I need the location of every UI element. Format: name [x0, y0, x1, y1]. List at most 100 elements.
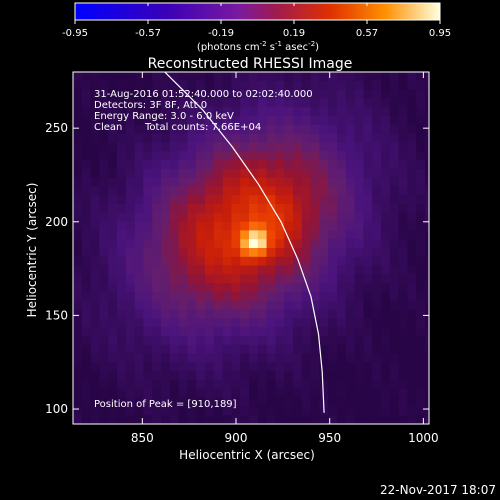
heatmap-pixel	[275, 344, 285, 354]
heatmap-pixel	[266, 415, 276, 424]
heatmap-pixel	[363, 344, 373, 354]
heatmap-pixel	[99, 204, 109, 214]
heatmap-pixel	[231, 160, 241, 170]
heatmap-pixel	[134, 107, 144, 117]
heatmap-pixel	[381, 300, 391, 310]
heatmap-pixel	[205, 221, 215, 231]
heatmap-pixel	[99, 274, 109, 284]
heatmap-pixel	[73, 397, 83, 407]
heatmap-pixel	[328, 292, 338, 302]
heatmap-pixel	[319, 168, 329, 178]
heatmap-pixel	[134, 248, 144, 258]
heatmap-pixel	[416, 98, 426, 108]
heatmap-pixel	[301, 124, 311, 134]
heatmap-pixel	[143, 274, 153, 284]
heatmap-pixel	[293, 107, 303, 117]
heatmap-pixel	[90, 204, 100, 214]
heatmap-pixel	[187, 168, 197, 178]
heatmap-pixel	[196, 362, 206, 372]
heatmap-pixel	[178, 274, 188, 284]
heatmap-pixel	[284, 248, 294, 258]
heatmap-pixel	[169, 248, 179, 258]
heatmap-pixel	[99, 397, 109, 407]
heatmap-pixel	[134, 239, 144, 249]
heatmap-pixel	[266, 371, 276, 381]
heatmap-pixel	[328, 283, 338, 293]
heatmap-pixel	[222, 380, 232, 390]
heatmap-pixel	[425, 80, 429, 90]
heatmap-pixel	[257, 327, 267, 337]
heatmap-pixel	[381, 72, 391, 82]
heatmap-pixel	[354, 160, 364, 170]
heatmap-pixel	[372, 397, 382, 407]
heatmap-pixel	[337, 388, 347, 398]
heatmap-pixel	[222, 362, 232, 372]
heatmap-pixel	[301, 204, 311, 214]
x-axis-label: Heliocentric X (arcsec)	[179, 448, 315, 462]
heatmap-pixel	[249, 124, 259, 134]
heatmap-pixel	[187, 283, 197, 293]
heatmap-pixel	[125, 300, 135, 310]
heatmap-pixel	[161, 133, 171, 143]
heatmap-pixel	[108, 274, 118, 284]
heatmap-pixel	[284, 380, 294, 390]
heatmap-pixel	[222, 248, 232, 258]
heatmap-pixel	[117, 327, 127, 337]
heatmap-pixel	[73, 309, 83, 319]
heatmap-pixel	[249, 133, 259, 143]
heatmap-pixel	[310, 133, 320, 143]
heatmap-pixel	[73, 274, 83, 284]
heatmap-pixel	[81, 406, 91, 416]
heatmap-pixel	[266, 107, 276, 117]
heatmap-pixel	[81, 80, 91, 90]
heatmap-pixel	[249, 327, 259, 337]
heatmap-pixel	[143, 415, 153, 424]
heatmap-pixel	[337, 283, 347, 293]
heatmap-pixel	[363, 107, 373, 117]
heatmap-pixel	[81, 204, 91, 214]
heatmap-pixel	[169, 142, 179, 152]
heatmap-pixel	[398, 265, 408, 275]
heatmap-pixel	[328, 151, 338, 161]
heatmap-pixel	[310, 300, 320, 310]
heatmap-pixel	[372, 80, 382, 90]
heatmap-pixel	[169, 362, 179, 372]
heatmap-pixel	[381, 80, 391, 90]
heatmap-pixel	[143, 230, 153, 240]
heatmap-pixel	[152, 72, 162, 82]
heatmap-pixel	[205, 415, 215, 424]
heatmap-pixel	[161, 309, 171, 319]
heatmap-pixel	[134, 274, 144, 284]
heatmap-pixel	[275, 72, 285, 82]
heatmap-pixel	[125, 151, 135, 161]
heatmap-pixel	[363, 72, 373, 82]
heatmap-pixel	[249, 353, 259, 363]
heatmap-pixel	[249, 371, 259, 381]
heatmap-pixel	[108, 336, 118, 346]
heatmap-pixel	[257, 212, 267, 222]
heatmap-pixel	[284, 212, 294, 222]
heatmap-pixel	[337, 212, 347, 222]
heatmap-pixel	[240, 221, 250, 231]
heatmap-pixel	[328, 89, 338, 99]
heatmap-pixel	[90, 239, 100, 249]
heatmap-pixel	[293, 142, 303, 152]
heatmap-pixels	[73, 72, 429, 424]
heatmap-pixel	[293, 292, 303, 302]
heatmap-pixel	[319, 309, 329, 319]
heatmap-pixel	[90, 406, 100, 416]
heatmap-pixel	[363, 406, 373, 416]
heatmap-pixel	[90, 186, 100, 196]
heatmap-pixel	[319, 248, 329, 258]
heatmap-pixel	[416, 406, 426, 416]
heatmap-pixel	[117, 80, 127, 90]
heatmap-pixel	[275, 406, 285, 416]
heatmap-pixel	[152, 107, 162, 117]
heatmap-pixel	[381, 124, 391, 134]
heatmap-pixel	[425, 406, 429, 416]
heatmap-pixel	[73, 283, 83, 293]
heatmap-pixel	[213, 283, 223, 293]
heatmap-pixel	[301, 80, 311, 90]
heatmap-pixel	[169, 344, 179, 354]
heatmap-pixel	[284, 142, 294, 152]
